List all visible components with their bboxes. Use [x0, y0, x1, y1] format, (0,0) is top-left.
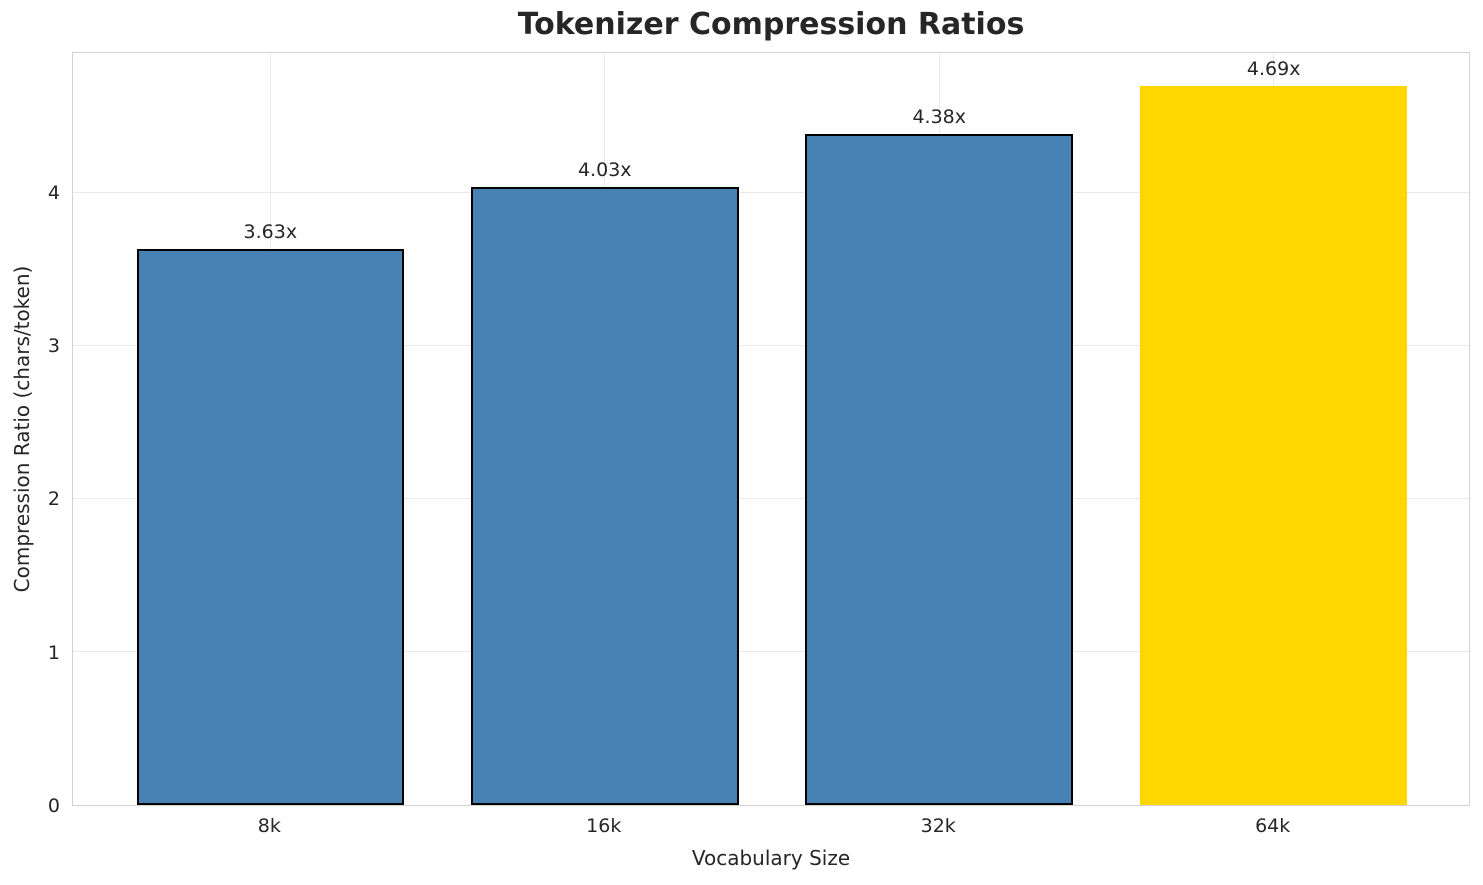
bar-value-label: 3.63x — [243, 220, 298, 243]
x-tick-label: 8k — [257, 815, 281, 837]
x-tick-label: 16k — [586, 815, 622, 837]
chart-title: Tokenizer Compression Ratios — [517, 7, 1025, 42]
bar-8k — [136, 248, 405, 805]
bar-value-label: 4.38x — [912, 105, 966, 128]
horizontal-gridline — [73, 191, 1469, 193]
bar-64k — [1139, 86, 1408, 805]
bar-value-label: 4.03x — [577, 159, 632, 182]
y-tick-label: 0 — [47, 795, 60, 817]
y-tick-label: 3 — [47, 335, 60, 358]
plot-area: 3.63x 4.03x 4.38x 4.69x — [72, 52, 1470, 806]
horizontal-gridline — [73, 651, 1469, 653]
y-tick-label: 2 — [47, 488, 60, 511]
y-axis-label: Compression Ratio (chars/token) — [10, 265, 34, 593]
y-tick-label: 1 — [47, 641, 60, 664]
y-tick-label: 4 — [47, 181, 60, 204]
bar-32k — [805, 133, 1073, 805]
bar-16k — [470, 187, 739, 805]
bar-value-label: 4.69x — [1246, 58, 1301, 81]
x-tick-label: 64k — [1255, 815, 1291, 837]
horizontal-gridline — [73, 498, 1469, 499]
horizontal-gridline — [73, 344, 1469, 346]
x-tick-label: 32k — [920, 815, 956, 837]
x-axis-label: Vocabulary Size — [691, 846, 851, 870]
